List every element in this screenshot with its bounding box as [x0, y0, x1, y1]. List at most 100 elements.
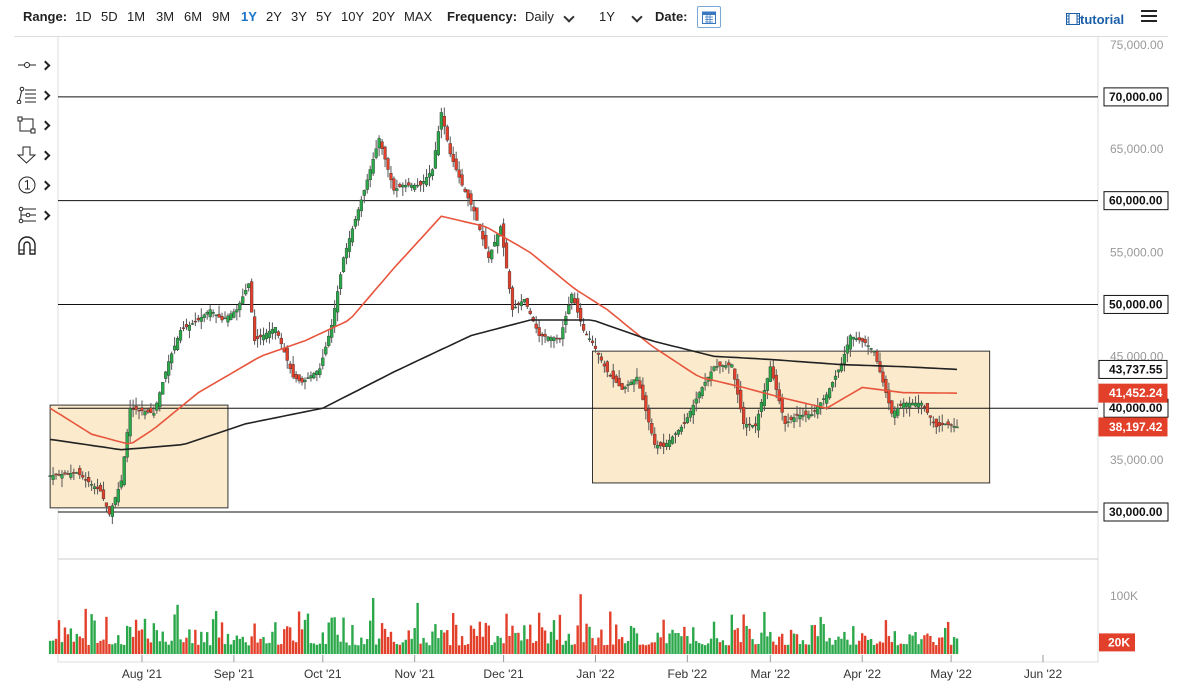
volume-bar: [872, 644, 876, 654]
frequency-value: Daily: [525, 9, 554, 24]
range-5d[interactable]: 5D: [101, 9, 118, 24]
volume-bar: [398, 644, 402, 654]
candle-body: [137, 409, 141, 412]
range-9m[interactable]: 9M: [212, 9, 231, 24]
volume-bar: [917, 644, 920, 654]
rectangle-tool[interactable]: [12, 114, 52, 138]
volume-bar: [736, 628, 739, 654]
volume-bar: [863, 635, 867, 654]
volume-bar: [656, 632, 659, 654]
volume-bar: [520, 640, 523, 654]
volume-bar: [440, 629, 443, 654]
volume-bar: [754, 644, 757, 654]
volume-bar: [214, 611, 218, 654]
range-3m[interactable]: 3M: [156, 9, 175, 24]
candle-body: [383, 146, 387, 160]
candle-body: [875, 350, 879, 362]
volume-bar: [235, 635, 239, 654]
candle-body: [389, 173, 393, 181]
volume-bar: [641, 644, 645, 654]
candle-body: [493, 241, 497, 247]
candle-body: [899, 403, 903, 406]
candle-body: [777, 389, 781, 402]
range-3y[interactable]: 3Y: [291, 9, 307, 24]
volume-bar: [84, 608, 87, 654]
volume-bar: [277, 644, 280, 654]
x-tick-label: Jan '22: [576, 667, 615, 681]
pitchfork-tool[interactable]: [12, 204, 52, 228]
volume-bar: [490, 645, 493, 654]
period-select[interactable]: 1Y: [599, 9, 643, 24]
chart[interactable]: 75,000.00 70,000.00 65,000.00 60,000.00 55,0…: [0, 36, 1179, 698]
volume-bar: [511, 625, 514, 654]
volume-bar: [75, 633, 78, 654]
range-20y[interactable]: 20Y: [372, 9, 396, 24]
candle-body: [333, 308, 337, 327]
number-tool[interactable]: [12, 174, 52, 198]
volume-bar: [48, 640, 52, 654]
candle-body: [507, 271, 512, 290]
range-10y[interactable]: 10Y: [341, 9, 365, 24]
range-max[interactable]: MAX: [404, 9, 433, 24]
volume-bar: [537, 612, 541, 654]
volume-bar: [389, 631, 393, 654]
fib-tool[interactable]: [12, 84, 52, 108]
volume-bar: [603, 645, 606, 654]
volume-bar: [881, 642, 885, 654]
volume-bar: [125, 625, 129, 654]
candle-body: [57, 474, 61, 476]
range-6m[interactable]: 6M: [184, 9, 203, 24]
range-1m[interactable]: 1M: [127, 9, 146, 24]
magnet-tool[interactable]: [12, 234, 52, 258]
volume-bar: [502, 643, 505, 654]
candle-body: [113, 497, 117, 505]
volume-bar: [890, 642, 894, 654]
date-picker-button[interactable]: [697, 6, 721, 28]
volume-bar: [345, 642, 348, 654]
arrow-tool[interactable]: [12, 144, 52, 168]
candle-body: [715, 366, 719, 368]
tutorial-link[interactable]: tutorial: [1066, 12, 1124, 27]
hamburger-menu-icon[interactable]: [1141, 10, 1157, 22]
candle-body: [673, 433, 678, 435]
volume-bar: [200, 631, 203, 654]
candle-body: [457, 169, 461, 178]
candle-body: [676, 430, 681, 435]
volume-bar: [798, 644, 802, 654]
candle-body: [943, 423, 947, 425]
candle-body: [659, 442, 663, 447]
candle-body: [190, 323, 194, 325]
candle-body: [356, 209, 360, 221]
candle-body: [792, 417, 796, 422]
volume-bar: [208, 645, 212, 654]
candle-body: [475, 207, 479, 221]
candle-body: [95, 486, 100, 490]
candle-body: [884, 379, 888, 393]
candle-body: [119, 480, 123, 488]
volume-bar: [452, 613, 455, 654]
frequency-select[interactable]: Daily: [525, 9, 575, 24]
range-2y[interactable]: 2Y: [266, 9, 282, 24]
candle-body: [946, 421, 950, 425]
candle-body: [164, 371, 168, 379]
volume-bar: [665, 643, 668, 654]
volume-bar: [908, 634, 911, 654]
candle-body: [217, 313, 221, 318]
x-tick-label: Aug '21: [122, 667, 163, 681]
candle-body: [484, 234, 488, 249]
volume-bar: [250, 636, 253, 654]
range-1d[interactable]: 1D: [75, 9, 92, 24]
candle-body: [300, 377, 304, 383]
range-5y[interactable]: 5Y: [316, 9, 332, 24]
candle-body: [395, 188, 399, 191]
range-1y[interactable]: 1Y: [241, 9, 257, 24]
candle-body: [312, 373, 316, 379]
volume-bar: [955, 638, 959, 654]
volume-bar: [804, 644, 808, 654]
volume-bar: [677, 632, 680, 654]
candle-body: [522, 299, 526, 303]
candle-body: [173, 345, 177, 351]
candle-body: [584, 333, 589, 336]
volume-bar: [351, 625, 354, 654]
line-tool[interactable]: [12, 54, 52, 78]
